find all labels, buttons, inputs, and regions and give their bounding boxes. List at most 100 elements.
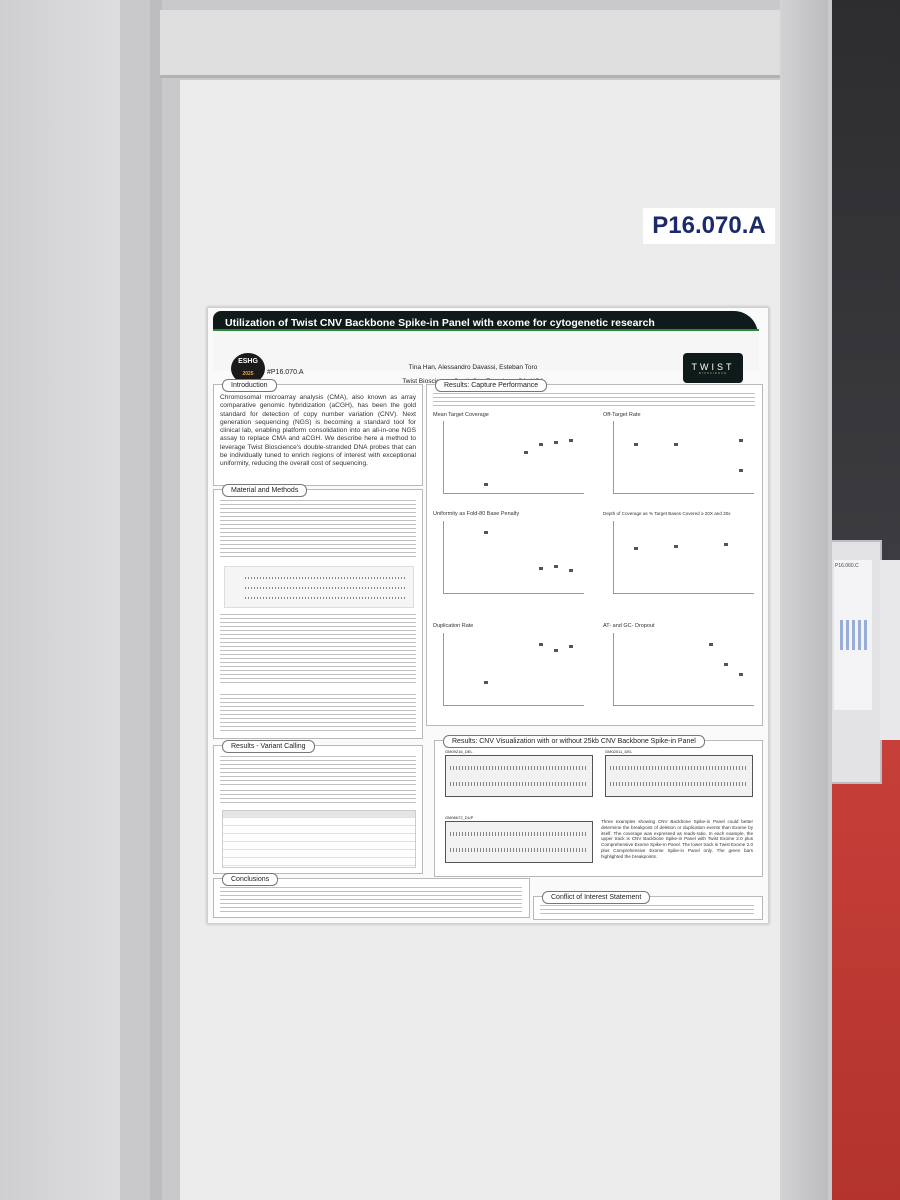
data-point [674, 443, 678, 446]
table-row [223, 843, 415, 850]
eshg-logo-year: 2025 [242, 371, 254, 377]
cnv-track-label-1: GM09216_DEL [445, 749, 473, 754]
chart-title-mean-target-coverage: Mean Target Coverage [433, 412, 489, 418]
poster-title: Utilization of Twist CNV Backbone Spike-… [225, 317, 655, 329]
capture-performance-text [433, 393, 755, 409]
board-frame-left-post [150, 0, 162, 1200]
introduction-heading: Introduction [222, 379, 277, 392]
chart-title-depth-of-coverage: Depth of Coverage as % Target Bases Cove… [603, 511, 731, 516]
cnv-track-3 [445, 821, 593, 863]
conflict-of-interest-heading: Conflict of Interest Statement [542, 891, 651, 904]
board-header-panel [160, 10, 810, 78]
distant-poster-figure [840, 620, 868, 650]
chart-title-off-target-rate: Off-Target Rate [603, 412, 641, 418]
methods-figure [224, 566, 414, 608]
conclusions-heading: Conclusions [222, 873, 279, 886]
conclusions-text [220, 887, 522, 913]
table-row [223, 811, 415, 818]
data-point [739, 673, 743, 676]
poster-number-label: P16.070.A [643, 208, 775, 244]
conflict-of-interest-text [540, 905, 754, 915]
chart-duplication-rate [443, 633, 584, 706]
variant-calling-section: Results - Variant Calling [213, 740, 423, 874]
data-point [739, 469, 743, 472]
data-point [634, 547, 638, 550]
data-point [554, 441, 558, 444]
scientific-poster: Utilization of Twist CNV Backbone Spike-… [207, 307, 769, 924]
chart-fold-80 [443, 521, 584, 594]
data-point [569, 645, 573, 648]
introduction-section: Introduction Chromosomal microarray anal… [213, 379, 423, 486]
data-point [724, 543, 728, 546]
cnv-track-1-signal [450, 766, 586, 770]
table-row [223, 859, 415, 866]
cnv-track-3-signal-lower [450, 848, 586, 852]
cnv-track-3-signal [450, 832, 586, 836]
methods-text-block-2 [220, 614, 416, 684]
data-point [539, 443, 543, 446]
variant-calling-heading: Results - Variant Calling [222, 740, 315, 753]
methods-figure-probes [245, 577, 405, 579]
table-row [223, 835, 415, 842]
data-point [569, 439, 573, 442]
introduction-text: Chromosomal microarray analysis (CMA), a… [220, 394, 416, 468]
cnv-track-2-signal-lower [610, 782, 746, 786]
chart-off-target-rate [613, 421, 754, 494]
data-point [724, 663, 728, 666]
methods-figure-probes-3 [245, 597, 405, 599]
cnv-track-label-3: GM06672_DUP [445, 815, 474, 820]
chart-title-duplication-rate: Duplication Rate [433, 623, 474, 629]
capture-performance-section: Results: Capture Performance Mean Target… [426, 379, 763, 726]
data-point [484, 531, 488, 534]
data-point [484, 483, 488, 486]
chart-mean-target-coverage [443, 421, 584, 494]
twist-logo: TWIST BIOSCIENCE [683, 353, 743, 383]
data-point [739, 439, 743, 442]
cnv-track-1 [445, 755, 593, 797]
cnv-track-1-signal-lower [450, 782, 586, 786]
conflict-of-interest-section: Conflict of Interest Statement [533, 891, 763, 920]
data-point [709, 643, 713, 646]
chart-depth-of-coverage [613, 521, 754, 594]
methods-text-block-1 [220, 500, 416, 560]
data-point [484, 681, 488, 684]
methods-text-block-3 [220, 694, 416, 734]
twist-logo-text: TWIST [691, 362, 735, 372]
methods-figure-probes-2 [245, 587, 405, 589]
poster-header-band: ESHG 2025 #P16.070.A Tina Han, Alessandro… [213, 329, 759, 385]
data-point [539, 567, 543, 570]
data-point [539, 643, 543, 646]
methods-section: Material and Methods [213, 484, 423, 739]
cnv-track-2 [605, 755, 753, 797]
variant-calling-text [220, 756, 416, 786]
conclusions-section: Conclusions [213, 873, 530, 918]
data-point [569, 569, 573, 572]
cnv-track-label-2: GM02011_DEL [605, 749, 633, 754]
table-row [223, 851, 415, 858]
data-point [524, 451, 528, 454]
chart-title-fold-80: Uniformity as Fold-80 Base Penalty [433, 511, 520, 517]
cnv-visualization-section: Results: CNV Visualization with or witho… [434, 735, 763, 877]
cnv-visualization-heading: Results: CNV Visualization with or witho… [443, 735, 705, 748]
data-point [674, 545, 678, 548]
poster-authors: Tina Han, Alessandro Davassi, Esteban To… [408, 364, 538, 371]
board-frame-right-post [780, 0, 828, 1200]
table-row [223, 819, 415, 826]
methods-heading: Material and Methods [222, 484, 308, 497]
cnv-visualization-text: Three examples showing CNV Backbone Spik… [601, 819, 753, 859]
cnv-track-2-signal [610, 766, 746, 770]
twist-logo-sub: BIOSCIENCE [698, 371, 728, 375]
poster-header: Utilization of Twist CNV Backbone Spike-… [213, 311, 759, 385]
table-row [223, 827, 415, 834]
poster-hashtag: #P16.070.A [267, 369, 304, 376]
eshg-logo: ESHG 2025 [231, 353, 265, 384]
distant-poster-id: P16.060.C [835, 563, 859, 569]
data-point [634, 443, 638, 446]
chart-title-at-gc-dropout: AT- and GC- Dropout [603, 623, 655, 629]
chart-at-gc-dropout [613, 633, 754, 706]
eshg-logo-text: ESHG [238, 358, 258, 365]
data-point [554, 565, 558, 568]
variant-calling-text-2 [220, 790, 416, 806]
data-point [554, 649, 558, 652]
capture-performance-heading: Results: Capture Performance [435, 379, 548, 392]
